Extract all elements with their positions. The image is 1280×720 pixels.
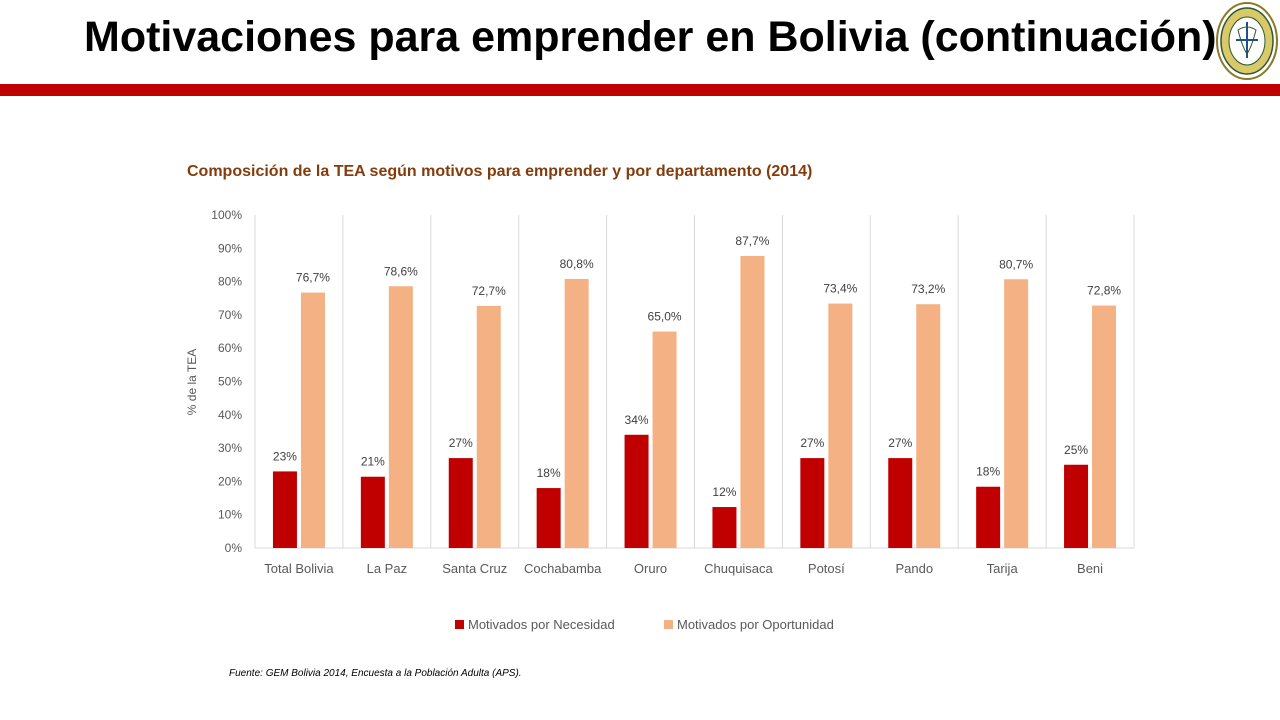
chart-title: Composición de la TEA según motivos para… bbox=[187, 163, 812, 180]
x-tick-label: Santa Cruz bbox=[442, 561, 507, 576]
bar-necesidad bbox=[800, 458, 825, 548]
bar-oportunidad bbox=[300, 292, 325, 548]
bar-necesidad bbox=[448, 458, 473, 548]
bar-oportunidad bbox=[1004, 279, 1029, 548]
x-tick-label: Chuquisaca bbox=[704, 561, 773, 576]
data-label: 76,7% bbox=[296, 271, 330, 285]
data-label: 21% bbox=[361, 455, 385, 469]
data-label: 25% bbox=[1064, 443, 1088, 457]
legend-swatch-oportunidad bbox=[664, 620, 673, 629]
bar-oportunidad bbox=[916, 304, 941, 548]
y-tick-label: 10% bbox=[218, 508, 242, 522]
data-label: 34% bbox=[625, 413, 649, 427]
legend-label-oportunidad: Motivados por Oportunidad bbox=[677, 617, 834, 632]
source-note: Fuente: GEM Bolivia 2014, Encuesta a la … bbox=[229, 668, 522, 679]
data-label: 23% bbox=[273, 449, 297, 463]
x-tick-label: Oruro bbox=[634, 561, 667, 576]
y-tick-label: 20% bbox=[218, 474, 242, 488]
bar-necesidad bbox=[536, 488, 561, 548]
x-tick-label: Total Bolivia bbox=[264, 561, 334, 576]
data-labels: 23% 21% 27% 18% 34% 12% 27% 27% 18% 25% 76,7% 78,6%… bbox=[273, 234, 1121, 499]
data-label: 65,0% bbox=[648, 310, 682, 324]
x-tick-label: La Paz bbox=[367, 561, 407, 576]
university-seal-logo bbox=[1216, 2, 1278, 80]
y-tick-label: 70% bbox=[218, 308, 242, 322]
bar-oportunidad bbox=[1092, 305, 1117, 548]
bar-necesidad bbox=[624, 434, 649, 548]
y-tick-label: 100% bbox=[211, 208, 242, 222]
x-tick-label: Tarija bbox=[987, 561, 1019, 576]
data-label: 80,7% bbox=[999, 257, 1033, 271]
legend-label-necesidad: Motivados por Necesidad bbox=[468, 617, 615, 632]
data-label: 73,2% bbox=[911, 282, 945, 296]
data-label: 18% bbox=[537, 466, 561, 480]
bar-oportunidad bbox=[828, 303, 853, 548]
bar-oportunidad bbox=[476, 305, 501, 548]
bar-series bbox=[272, 255, 1117, 549]
header-band bbox=[0, 84, 1280, 96]
y-tick-label: 0% bbox=[225, 541, 243, 555]
y-tick-label: 60% bbox=[218, 341, 242, 355]
y-tick-label: 40% bbox=[218, 408, 242, 422]
x-tick-label: Potosí bbox=[808, 561, 845, 576]
legend: Motivados por Necesidad Motivados por Op… bbox=[455, 617, 834, 632]
bar-necesidad bbox=[888, 458, 913, 548]
y-axis-ticks: 0% 10% 20% 30% 40% 50% 60% 70% 80% 90% 100% bbox=[211, 208, 242, 555]
data-label: 12% bbox=[712, 485, 736, 499]
bar-necesidad bbox=[272, 471, 297, 548]
data-label: 78,6% bbox=[384, 264, 418, 278]
y-tick-label: 80% bbox=[218, 275, 242, 289]
bar-oportunidad bbox=[740, 255, 765, 549]
bar-necesidad bbox=[712, 507, 737, 548]
x-tick-label: Cochabamba bbox=[524, 561, 602, 576]
bar-oportunidad bbox=[652, 331, 677, 548]
data-label: 72,7% bbox=[472, 284, 506, 298]
bar-necesidad bbox=[1064, 464, 1089, 548]
x-tick-label: Beni bbox=[1077, 561, 1103, 576]
data-label: 80,8% bbox=[560, 257, 594, 271]
data-label: 27% bbox=[449, 436, 473, 450]
y-axis-label: % de la TEA bbox=[185, 349, 199, 415]
y-tick-label: 30% bbox=[218, 441, 242, 455]
data-label: 72,8% bbox=[1087, 284, 1121, 298]
data-label: 73,4% bbox=[823, 282, 857, 296]
bar-necesidad bbox=[976, 486, 1001, 548]
x-tick-label: Pando bbox=[895, 561, 933, 576]
bar-oportunidad bbox=[564, 278, 589, 548]
data-label: 18% bbox=[976, 465, 1000, 479]
slide-title: Motivaciones para emprender en Bolivia (… bbox=[84, 13, 1217, 61]
data-label: 27% bbox=[800, 436, 824, 450]
bar-necesidad bbox=[360, 476, 385, 548]
bar-oportunidad bbox=[388, 286, 413, 548]
data-label: 87,7% bbox=[735, 234, 769, 248]
y-tick-label: 50% bbox=[218, 375, 242, 389]
y-tick-label: 90% bbox=[218, 241, 242, 255]
legend-swatch-necesidad bbox=[455, 620, 464, 629]
x-axis-ticks: Total Bolivia La Paz Santa Cruz Cochabamba O… bbox=[264, 561, 1103, 576]
data-label: 27% bbox=[888, 436, 912, 450]
